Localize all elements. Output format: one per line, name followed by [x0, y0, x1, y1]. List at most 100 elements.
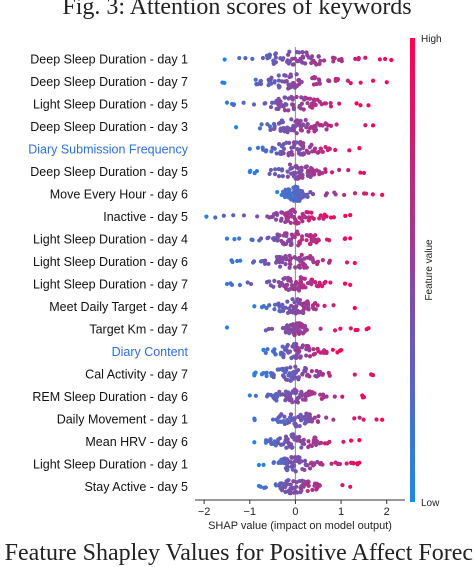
data-point [347, 148, 352, 153]
data-point [284, 191, 289, 197]
data-point [307, 241, 312, 247]
data-point [294, 72, 299, 77]
x-axis-label: SHAP value (impact on model output) [208, 520, 392, 532]
data-point [283, 219, 288, 225]
feature-row [233, 117, 376, 136]
data-point [320, 371, 325, 377]
data-point [266, 261, 271, 266]
data-point [287, 331, 292, 336]
data-point [273, 52, 278, 57]
data-point [317, 216, 322, 221]
data-point [298, 256, 303, 262]
data-point [270, 417, 276, 422]
feature-row [224, 275, 353, 293]
data-point [288, 262, 293, 267]
data-point [303, 117, 308, 123]
data-point [258, 78, 263, 84]
data-point [312, 129, 317, 134]
data-point [293, 307, 298, 312]
data-point [295, 59, 300, 64]
data-point [290, 400, 295, 405]
feature-row [224, 229, 353, 248]
data-point [384, 80, 389, 85]
data-point [268, 167, 274, 173]
data-point [301, 107, 306, 112]
data-point [374, 417, 379, 422]
data-point [231, 102, 236, 108]
data-point [299, 192, 304, 197]
data-point [309, 60, 314, 66]
data-point [277, 389, 282, 394]
data-point [245, 280, 250, 285]
data-point [292, 300, 297, 305]
data-point [305, 96, 310, 101]
data-point [247, 393, 252, 398]
data-point [271, 375, 276, 380]
data-point [311, 97, 317, 102]
data-point [312, 149, 317, 154]
data-point [299, 95, 304, 100]
x-tick-label: 0 [292, 506, 298, 518]
data-point [314, 487, 319, 492]
data-point [356, 55, 361, 61]
feature-label: Meet Daily Target - day 4 [49, 300, 188, 314]
data-point [333, 147, 338, 153]
data-point [310, 487, 315, 492]
data-point [253, 77, 258, 82]
data-point [328, 104, 334, 109]
data-point [222, 80, 227, 86]
data-point [237, 236, 242, 241]
data-point [335, 78, 340, 83]
data-point [338, 326, 343, 331]
data-point [289, 283, 295, 288]
data-point [303, 61, 308, 66]
data-point [309, 460, 314, 465]
data-point [275, 367, 280, 372]
data-point [292, 416, 297, 421]
data-point [288, 486, 293, 491]
data-point [292, 192, 297, 197]
data-point [256, 462, 262, 468]
x-tick-label: 2 [384, 506, 390, 518]
data-point [310, 303, 316, 308]
feature-label: Move Every Hour - day 6 [50, 188, 188, 202]
data-point [322, 212, 327, 217]
feature-row [222, 49, 394, 67]
data-point [321, 395, 326, 400]
feature-label: Diary Content [112, 345, 189, 359]
data-point [278, 419, 284, 424]
data-point [302, 276, 307, 281]
x-tick-label: 1 [338, 506, 344, 518]
data-point [289, 327, 294, 332]
data-point [277, 436, 283, 441]
data-point [267, 279, 272, 284]
data-point [298, 413, 303, 418]
data-point [283, 377, 289, 382]
data-point [343, 236, 348, 241]
data-point [308, 232, 313, 238]
data-point [348, 438, 354, 443]
data-point [263, 258, 268, 263]
data-point [252, 304, 257, 309]
data-point [254, 168, 260, 174]
data-point [224, 325, 230, 330]
data-point [287, 459, 292, 464]
data-point [358, 170, 363, 175]
data-point [257, 126, 262, 131]
data-point [328, 280, 333, 285]
data-point [294, 131, 299, 136]
data-point [301, 437, 306, 442]
data-point [357, 438, 362, 443]
feature-label: Diary Submission Frequency [28, 143, 189, 157]
data-point [303, 215, 308, 220]
feature-row [252, 297, 357, 316]
feature-row [252, 432, 362, 450]
colorbar: High Low Feature value [410, 34, 442, 509]
data-point [292, 490, 297, 495]
data-point [311, 82, 316, 87]
data-point [315, 150, 321, 155]
data-point [294, 140, 299, 145]
data-point [289, 242, 294, 247]
data-point [287, 74, 292, 80]
data-point [364, 191, 369, 196]
